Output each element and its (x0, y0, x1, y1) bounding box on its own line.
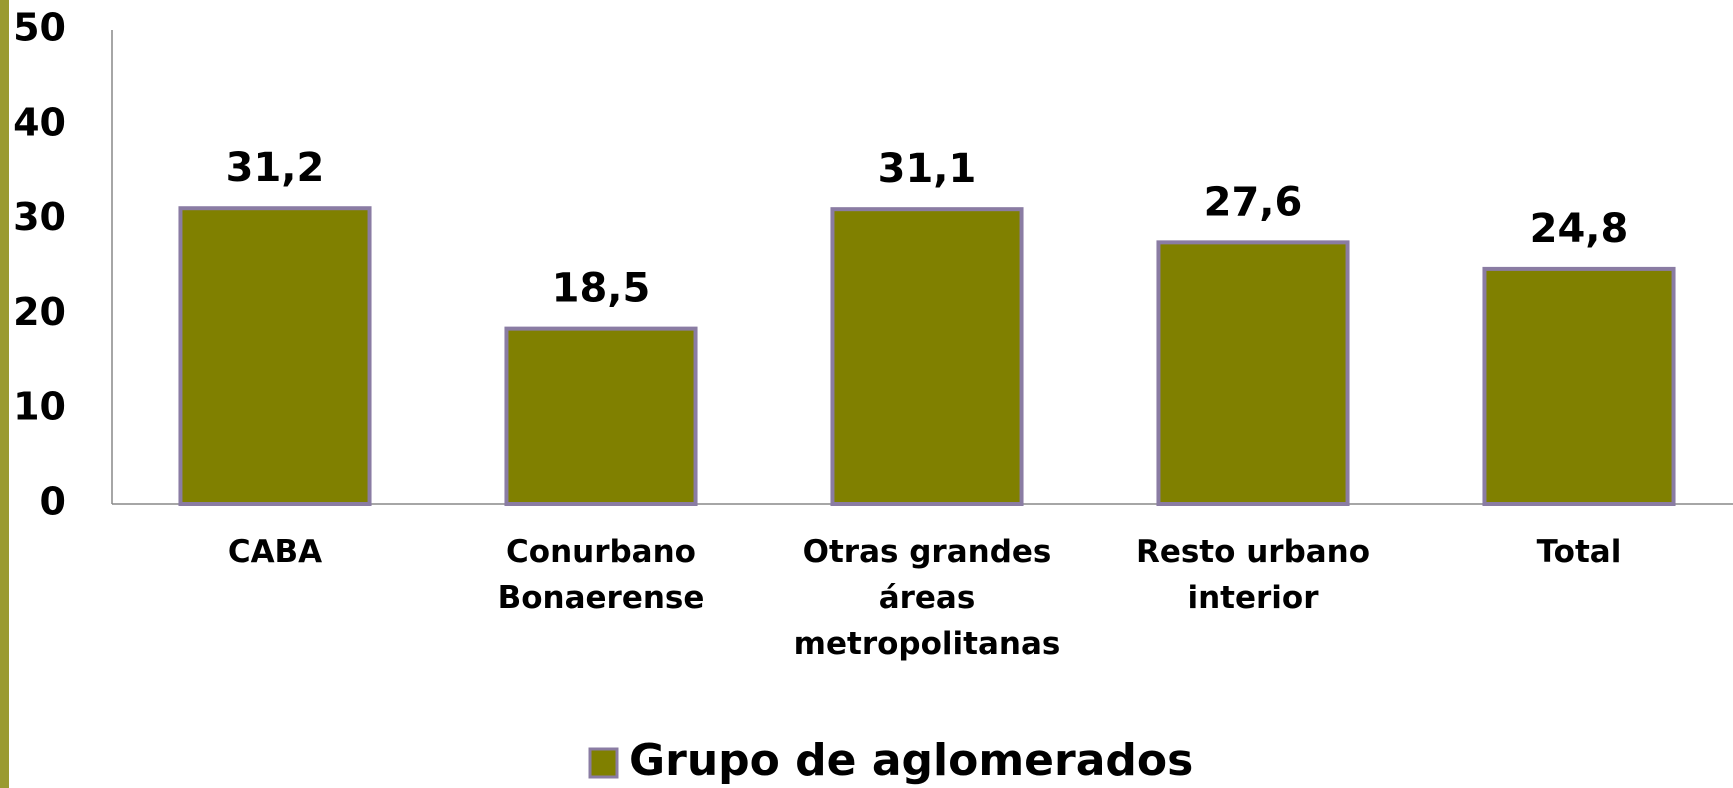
data-label: 18,5 (552, 266, 651, 312)
bar (1156, 240, 1350, 507)
x-tick-label: CABA (227, 534, 323, 570)
side-strip (0, 0, 9, 788)
bar (178, 206, 372, 506)
y-tick-label: 30 (13, 195, 66, 239)
bar (830, 207, 1024, 506)
x-tick-label: Resto urbano interior (1135, 534, 1371, 616)
data-label: 31,2 (226, 145, 325, 191)
y-tick-label: 20 (13, 290, 66, 334)
bar (1482, 266, 1676, 506)
bar (504, 326, 698, 506)
y-tick-label: 50 (13, 6, 66, 50)
data-label: 27,6 (1204, 179, 1303, 225)
y-tick-label: 0 (40, 480, 66, 524)
x-tick-label: Otras grandes áreas metropolitanas (793, 534, 1061, 662)
data-label: 31,1 (878, 146, 977, 192)
x-tick-label: Total (1536, 534, 1622, 570)
y-tick-label: 40 (13, 100, 66, 144)
legend-label: Grupo de aglomerados (629, 735, 1193, 786)
legend-swatch (588, 747, 619, 779)
data-label: 24,8 (1530, 206, 1629, 252)
y-tick-label: 10 (13, 385, 66, 429)
x-tick-label: Conurbano Bonaerense (497, 534, 705, 616)
